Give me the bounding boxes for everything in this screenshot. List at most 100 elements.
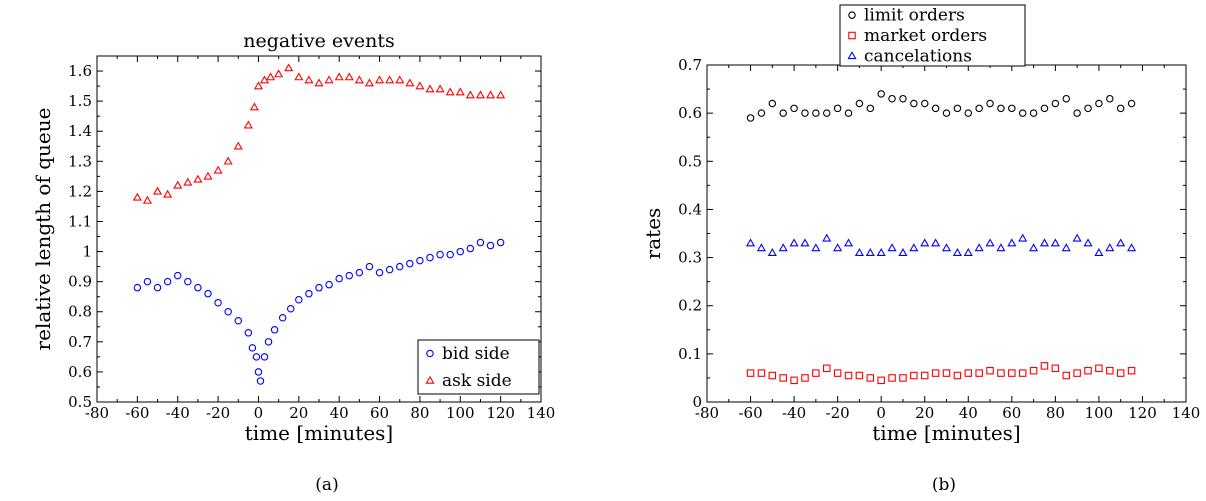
data-point xyxy=(233,141,243,150)
data-point xyxy=(184,277,192,286)
data-point xyxy=(133,283,142,292)
data-point xyxy=(335,274,343,283)
data-point xyxy=(997,104,1005,113)
data-point xyxy=(315,283,323,292)
data-point xyxy=(779,374,787,382)
data-point xyxy=(767,248,777,257)
x-tick-label: 20 xyxy=(289,404,308,422)
data-point xyxy=(1062,371,1071,380)
y-tick-label: 1.1 xyxy=(68,212,92,230)
y-tick-label: 0.6 xyxy=(678,104,702,122)
data-point xyxy=(942,109,951,117)
data-point xyxy=(248,344,257,352)
data-point xyxy=(1073,109,1081,117)
data-point xyxy=(259,75,270,84)
data-point xyxy=(345,271,354,280)
data-point xyxy=(1127,366,1136,375)
data-point xyxy=(833,243,843,252)
data-point xyxy=(854,248,864,257)
data-point xyxy=(920,238,930,247)
legend-label: market orders xyxy=(864,26,987,46)
data-point xyxy=(286,304,295,313)
y-tick-label: 0.3 xyxy=(678,249,702,267)
data-point xyxy=(888,94,896,103)
data-point xyxy=(1095,99,1103,108)
y-axis-label: rates xyxy=(641,208,665,260)
legend-marker xyxy=(425,375,435,384)
data-point xyxy=(877,376,885,385)
series-market-orders xyxy=(746,362,1136,385)
data-point xyxy=(910,371,918,380)
data-point xyxy=(253,81,264,90)
data-point xyxy=(910,99,918,108)
data-point xyxy=(325,280,333,289)
data-point xyxy=(790,104,798,113)
data-point xyxy=(898,248,908,257)
data-point xyxy=(295,295,303,304)
data-point xyxy=(264,338,273,346)
chart-title: negative events xyxy=(243,30,395,52)
data-point xyxy=(1029,109,1038,117)
data-point xyxy=(173,180,183,189)
data-point xyxy=(920,99,929,108)
data-point xyxy=(324,75,334,84)
data-point xyxy=(1050,238,1060,247)
data-point xyxy=(909,243,919,252)
data-point xyxy=(385,265,394,274)
y-tick-label: 0.4 xyxy=(678,200,702,218)
data-point xyxy=(354,75,364,84)
data-point xyxy=(746,369,755,377)
data-point xyxy=(152,186,163,195)
data-point xyxy=(142,195,153,204)
x-tick-label: -80 xyxy=(695,404,719,422)
data-point xyxy=(274,69,284,78)
x-axis-label: time [minutes] xyxy=(245,421,393,445)
y-tick-label: 1.3 xyxy=(68,152,92,170)
data-point xyxy=(193,174,203,183)
data-point xyxy=(952,248,962,257)
data-point xyxy=(1051,364,1060,373)
data-point xyxy=(964,369,973,377)
data-point xyxy=(931,238,941,247)
legend-label: ask side xyxy=(442,371,512,391)
data-point xyxy=(877,90,885,98)
legend-label: bid side xyxy=(442,344,510,364)
plot-frame xyxy=(706,64,1187,403)
data-point xyxy=(395,75,405,84)
x-tick-label: 120 xyxy=(486,404,515,422)
y-axis-label: relative length of queue xyxy=(31,108,55,351)
data-point xyxy=(920,371,929,380)
data-point xyxy=(768,99,777,108)
y-tick-label: 1.2 xyxy=(68,182,92,200)
data-point xyxy=(975,369,983,377)
data-point xyxy=(876,248,886,257)
data-point xyxy=(801,374,809,382)
data-point xyxy=(953,104,962,113)
x-tick-label: 20 xyxy=(915,404,934,422)
data-point xyxy=(278,314,287,322)
data-point xyxy=(475,90,486,99)
data-point xyxy=(1094,248,1104,257)
legend-marker xyxy=(848,11,856,19)
data-point xyxy=(344,72,354,81)
data-point xyxy=(365,262,374,271)
data-point xyxy=(778,243,788,252)
data-point xyxy=(385,75,395,84)
y-tick-label: 0.9 xyxy=(68,273,92,291)
data-point xyxy=(768,371,777,380)
data-point xyxy=(163,277,172,286)
x-tick-label: 60 xyxy=(1002,404,1021,422)
data-point xyxy=(1095,364,1103,373)
x-tick-label: 40 xyxy=(330,404,349,422)
data-point xyxy=(822,364,831,373)
data-point xyxy=(746,114,755,122)
data-point xyxy=(986,366,994,375)
data-point xyxy=(1084,104,1092,113)
y-tick-label: 0.6 xyxy=(68,363,92,381)
y-tick-label: 1.5 xyxy=(68,92,92,110)
data-point xyxy=(445,87,455,96)
data-point xyxy=(1018,109,1027,117)
panel-caption: (b) xyxy=(932,475,956,495)
data-point xyxy=(1127,99,1136,108)
data-point xyxy=(1039,238,1050,247)
